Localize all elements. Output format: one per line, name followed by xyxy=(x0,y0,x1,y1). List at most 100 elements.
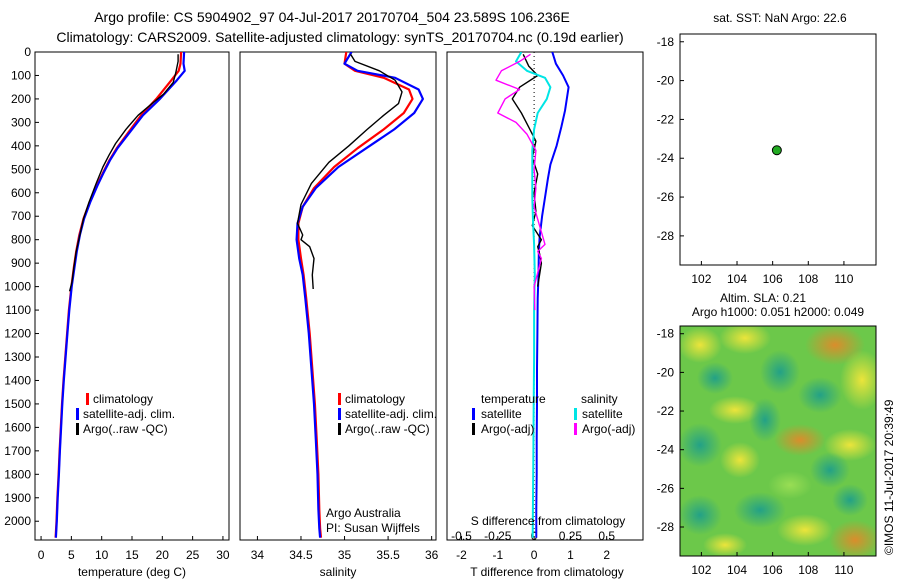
x-tick-label: 36 xyxy=(425,548,439,562)
depth-tick-label: 1600 xyxy=(4,420,31,434)
x-tick-label: 10 xyxy=(95,548,109,562)
x-tick-label: 1 xyxy=(567,548,574,562)
temperature-x-axis: 0 5 10 15 20 25 30 xyxy=(38,536,230,562)
depth-tick-label: 1300 xyxy=(4,350,31,364)
depth-tick-label: 600 xyxy=(11,186,31,200)
x-tick-label: 35 xyxy=(338,548,352,562)
map-y-tick-label: -28 xyxy=(657,229,675,243)
series-line-2 xyxy=(511,54,543,287)
depth-tick-label: 900 xyxy=(11,256,31,270)
x-tick-label: 25 xyxy=(186,548,200,562)
legend-label-sal-argo: Argo(-adj) xyxy=(582,422,635,436)
sla-heatmap xyxy=(680,326,876,556)
legend-label-sal-satellite: satellite xyxy=(582,407,623,421)
legend-swatch-climatology xyxy=(338,393,341,405)
depth-tick-label: 1900 xyxy=(4,491,31,505)
legend-label-temp-satellite: satellite xyxy=(481,407,522,421)
map-y-tick-label: -20 xyxy=(657,74,675,88)
s-diff-tick-label: 0.5 xyxy=(598,529,615,543)
map-x-tick-label: 110 xyxy=(834,563,853,577)
credit-line-2: PI: Susan Wijffels xyxy=(326,521,420,535)
legend-swatch-temp-argo xyxy=(472,423,475,435)
sst-map-axes: 102 104 106 108 110 -18 -20 -22 -24 -26 -28 xyxy=(657,35,854,286)
legend-label-satellite: satellite-adj. clim. xyxy=(83,407,175,421)
x-tick-label: 2 xyxy=(603,548,610,562)
map-x-tick-label: 106 xyxy=(763,272,783,286)
legend-label-satellite: satellite-adj. clim. xyxy=(345,407,437,421)
legend-label-climatology: climatology xyxy=(345,392,405,406)
depth-tick-label: 1800 xyxy=(4,467,31,481)
depth-tick-label: 0 xyxy=(24,45,31,59)
legend-swatch-satellite xyxy=(76,408,79,420)
legend-label-argo: Argo(..raw -QC) xyxy=(83,422,168,436)
map-x-tick-label: 102 xyxy=(691,563,711,577)
sst-panel-title: sat. SST: NaN Argo: 22.6 xyxy=(713,11,847,25)
depth-axis: 0 100 200 300 400 500 600 700 800 900 1000 1100 1200… xyxy=(4,45,39,528)
depth-tick-label: 1000 xyxy=(4,280,31,294)
legend-label-argo: Argo(..raw -QC) xyxy=(345,422,430,436)
map-y-tick-label: -24 xyxy=(657,443,675,457)
temperature-legend: climatology satellite-adj. clim. Argo(..… xyxy=(76,392,175,436)
salinity-series xyxy=(295,52,424,538)
series-line-1 xyxy=(54,52,183,538)
map-x-tick-label: 102 xyxy=(691,272,711,286)
depth-tick-label: 1500 xyxy=(4,397,31,411)
temperature-axis-label: temperature (deg C) xyxy=(78,565,186,579)
salinity-axis-label: salinity xyxy=(320,565,357,579)
map-y-tick-label: -28 xyxy=(657,520,675,534)
legend-swatch-argo xyxy=(338,423,341,435)
legend-swatch-sal-satellite xyxy=(574,408,577,420)
sla-map-area xyxy=(679,325,877,557)
salinity-legend: climatology satellite-adj. clim. Argo(..… xyxy=(338,392,437,436)
map-y-tick-label: -26 xyxy=(657,190,675,204)
x-tick-label: 0 xyxy=(531,548,538,562)
map-y-tick-label: -18 xyxy=(657,35,675,49)
series-line-3 xyxy=(68,54,179,292)
legend-swatch-sal-argo xyxy=(574,423,577,435)
legend-swatch-argo xyxy=(76,423,79,435)
depth-tick-label: 1200 xyxy=(4,327,31,341)
map-x-tick-label: 104 xyxy=(727,563,747,577)
map-x-tick-label: 108 xyxy=(798,272,818,286)
x-tick-label: 20 xyxy=(156,548,170,562)
map-y-tick-label: -22 xyxy=(657,404,675,418)
s-diff-tick-label: 0.25 xyxy=(559,529,583,543)
sla-map-axes: 102 104 106 108 110 -18 -20 -22 -24 -26 -28 xyxy=(657,327,854,577)
s-difference-axis-label: S difference from climatology xyxy=(471,514,626,528)
t-difference-axis-label: T difference from climatology xyxy=(470,565,624,579)
float-position-marker xyxy=(771,145,782,156)
s-diff-tick-label: -0.25 xyxy=(484,529,512,543)
x-tick-label: 34 xyxy=(251,548,265,562)
map-x-tick-label: 106 xyxy=(763,563,783,577)
float-position-layer xyxy=(771,145,782,156)
title-line-2: Climatology: CARS2009. Satellite-adjuste… xyxy=(56,29,623,45)
depth-tick-label: 300 xyxy=(11,115,31,129)
map-y-tick-label: -24 xyxy=(657,151,675,165)
credit-line-1: Argo Australia xyxy=(326,506,401,520)
timestamp: ©IMOS 11-Jul-2017 20:39:49 xyxy=(882,399,896,555)
depth-tick-label: 700 xyxy=(11,209,31,223)
salinity-plot-area xyxy=(239,51,437,541)
series-line-2 xyxy=(295,52,424,538)
depth-tick-label: 1100 xyxy=(5,303,31,317)
series-line-3 xyxy=(296,53,403,290)
depth-tick-label: 1400 xyxy=(4,373,31,387)
map-y-tick-label: -18 xyxy=(657,327,675,341)
legend-header-temperature: temperature xyxy=(481,392,546,406)
x-tick-label: 34.5 xyxy=(289,548,313,562)
x-tick-label: 5 xyxy=(68,548,75,562)
x-tick-label: 30 xyxy=(216,548,230,562)
sla-panel-title-2: Argo h1000: 0.051 h2000: 0.049 xyxy=(692,305,864,319)
depth-tick-label: 100 xyxy=(11,68,31,82)
map-x-tick-label: 104 xyxy=(727,272,747,286)
depth-tick-label: 500 xyxy=(11,162,31,176)
depth-tick-label: 1700 xyxy=(4,444,31,458)
x-tick-label: -2 xyxy=(456,548,467,562)
depth-tick-label: 2000 xyxy=(4,514,31,528)
depth-tick-label: 200 xyxy=(11,92,31,106)
temperature-series xyxy=(54,52,186,538)
temperature-plot-area xyxy=(34,51,230,541)
series-line-4 xyxy=(495,53,546,311)
depth-tick-label: 800 xyxy=(11,233,31,247)
legend-swatch-satellite xyxy=(338,408,341,420)
